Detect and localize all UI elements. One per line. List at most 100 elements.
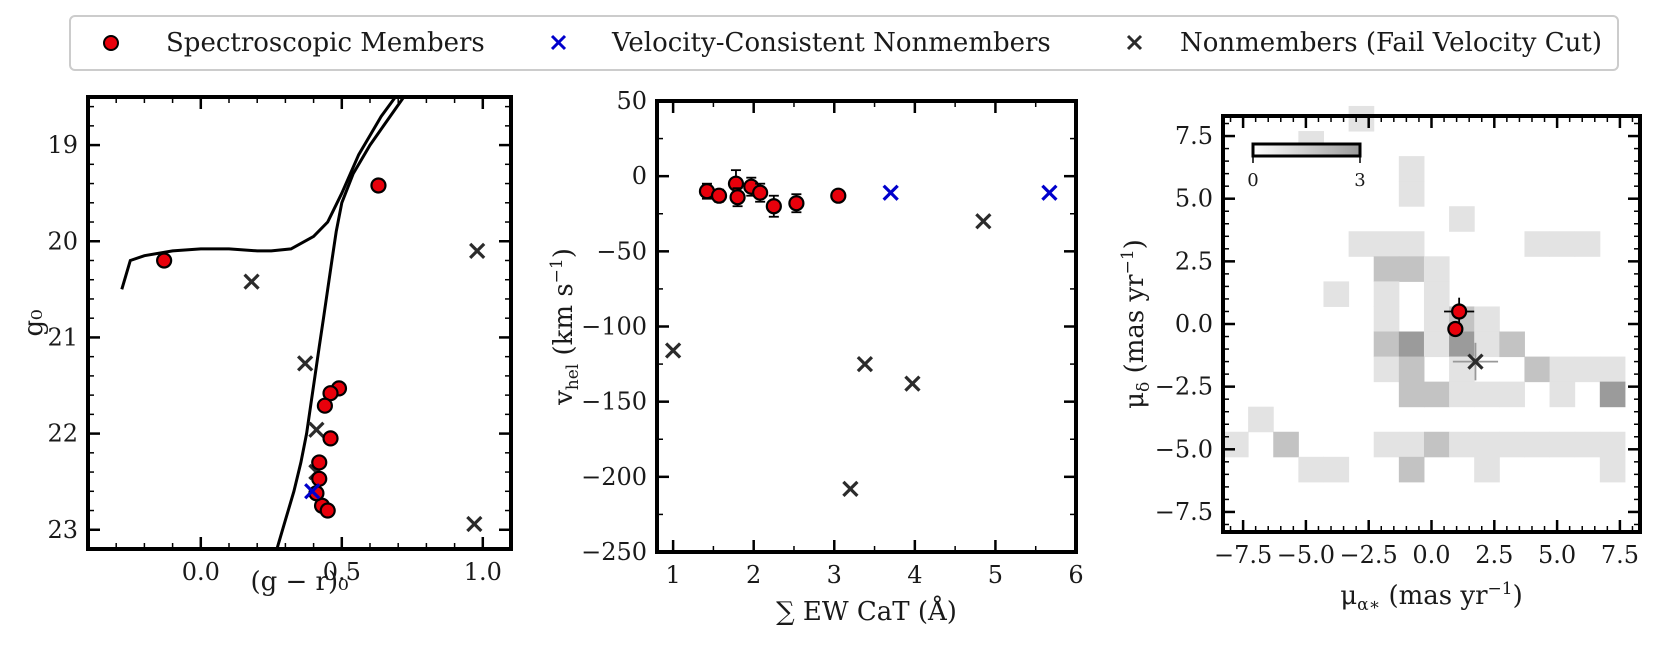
x-tick-label: −7.5 <box>1214 541 1272 569</box>
x-tick-label: 2.5 <box>1475 541 1513 569</box>
isochrone-rgb-line <box>275 97 406 549</box>
y-tick-label: 21 <box>47 323 78 351</box>
density-cell <box>1298 456 1324 483</box>
density-cell <box>1398 181 1425 207</box>
velocity-x-axis-label: ∑ EW CaT (Å) <box>776 595 957 627</box>
density-cell <box>1223 431 1249 458</box>
nonmember-point <box>297 355 314 372</box>
density-cell <box>1574 231 1601 257</box>
density-cell <box>1373 231 1400 257</box>
density-cell <box>1449 381 1475 408</box>
member-point <box>1451 303 1468 320</box>
vel-consistent-point <box>1041 184 1058 201</box>
y-tick-label: −50 <box>596 237 647 265</box>
cmd-panel: 0.0 0.5 1.0 19 20 21 22 23 (g − r)₀ g₀ <box>19 95 513 597</box>
member-point <box>370 177 387 194</box>
density-cell <box>1574 431 1601 458</box>
density-cell <box>1474 331 1500 358</box>
nonmember-point <box>842 480 859 497</box>
density-cell <box>1474 306 1500 333</box>
cmd-x-axis-label: (g − r)₀ <box>250 567 348 597</box>
member-point <box>710 187 728 204</box>
density-cell <box>1599 381 1626 408</box>
density-cell <box>1398 456 1425 483</box>
density-cell <box>1423 381 1450 408</box>
y-tick-label: −2.5 <box>1155 373 1213 401</box>
velocity-y-axis-label: vhel (km s−1) <box>547 248 583 406</box>
y-tick-label: −250 <box>581 538 647 566</box>
density-cell <box>1398 381 1425 408</box>
density-cell <box>1549 356 1576 383</box>
density-cell <box>1449 206 1475 232</box>
nonmember-point <box>466 515 483 533</box>
density-cell <box>1398 231 1425 257</box>
nonmember-point <box>975 213 992 230</box>
axes-frame <box>86 95 513 551</box>
legend-nonmember-marker <box>1126 34 1143 51</box>
member-point <box>729 189 746 206</box>
density-cell <box>1398 256 1425 282</box>
x-tick-label: 0.5 <box>323 558 361 586</box>
member-point <box>788 195 805 212</box>
y-tick-label: −100 <box>581 313 647 341</box>
member-point <box>765 198 782 215</box>
legend: Spectroscopic Members Velocity-Consisten… <box>69 15 1619 71</box>
y-tick-label: 19 <box>47 131 78 159</box>
member-point <box>316 397 333 414</box>
x-tick-label: 2 <box>746 561 761 589</box>
legend-frame <box>69 15 1619 71</box>
density-cell <box>1474 456 1500 483</box>
density-cell <box>1524 231 1551 257</box>
density-cell <box>1474 381 1500 408</box>
density-cell <box>1373 331 1400 358</box>
density-cell <box>1599 456 1626 483</box>
density-cell <box>1549 381 1576 408</box>
member-point <box>156 252 173 269</box>
cmd-plot-area <box>120 97 486 549</box>
density-cell <box>1348 105 1375 132</box>
density-cell <box>1499 381 1525 408</box>
x-tick-label: 3 <box>827 561 842 589</box>
density-cell <box>1499 331 1525 358</box>
x-tick-label: 4 <box>907 561 922 589</box>
colorbar-min-label: 0 <box>1247 170 1258 191</box>
nonmember-point <box>1467 353 1484 370</box>
y-tick-label: −5.0 <box>1155 435 1213 463</box>
density-cell <box>1248 406 1274 433</box>
member-point <box>319 502 336 519</box>
vel-consistent-point <box>882 184 899 201</box>
nonmember-point <box>904 375 921 392</box>
x-tick-label: −5.0 <box>1277 541 1335 569</box>
legend-label-members: Spectroscopic Members <box>166 28 485 58</box>
density-cell <box>1398 156 1425 182</box>
density-cell <box>1599 356 1626 383</box>
density-cell <box>1323 281 1350 307</box>
density-cell <box>1449 356 1475 383</box>
cmd-y-axis-label: g₀ <box>19 309 49 336</box>
legend-label-nonmembers: Nonmembers (Fail Velocity Cut) <box>1180 28 1602 58</box>
density-cell <box>1398 431 1425 458</box>
x-tick-label: −2.5 <box>1340 541 1398 569</box>
density-cell <box>1398 331 1425 358</box>
y-tick-label: 50 <box>616 87 647 115</box>
density-cell <box>1524 431 1551 458</box>
colorbar-max-label: 3 <box>1354 170 1365 191</box>
density-cell <box>1599 431 1626 458</box>
pm-y-axis-label: μδ (mas yr−1) <box>1118 239 1154 409</box>
density-cell <box>1423 331 1450 358</box>
y-tick-label: 5.0 <box>1175 185 1213 213</box>
density-cell <box>1373 256 1400 282</box>
velocity-panel: 1 2 3 4 5 6 50 0 −50 −100 −150 −200 −250 ∑ EW CaT (Å)… <box>547 87 1084 627</box>
legend-vel-consistent-marker <box>550 34 567 51</box>
density-cell <box>1549 431 1576 458</box>
x-tick-label: 5.0 <box>1538 541 1576 569</box>
y-tick-label: −150 <box>581 388 647 416</box>
density-map <box>1223 105 1626 483</box>
member-point <box>322 430 339 447</box>
x-tick-label: 1.0 <box>464 558 502 586</box>
density-cell <box>1348 231 1375 257</box>
member-point <box>311 454 328 471</box>
nonmember-point <box>664 342 682 359</box>
density-cell <box>1373 281 1400 307</box>
density-cell <box>1574 356 1601 383</box>
